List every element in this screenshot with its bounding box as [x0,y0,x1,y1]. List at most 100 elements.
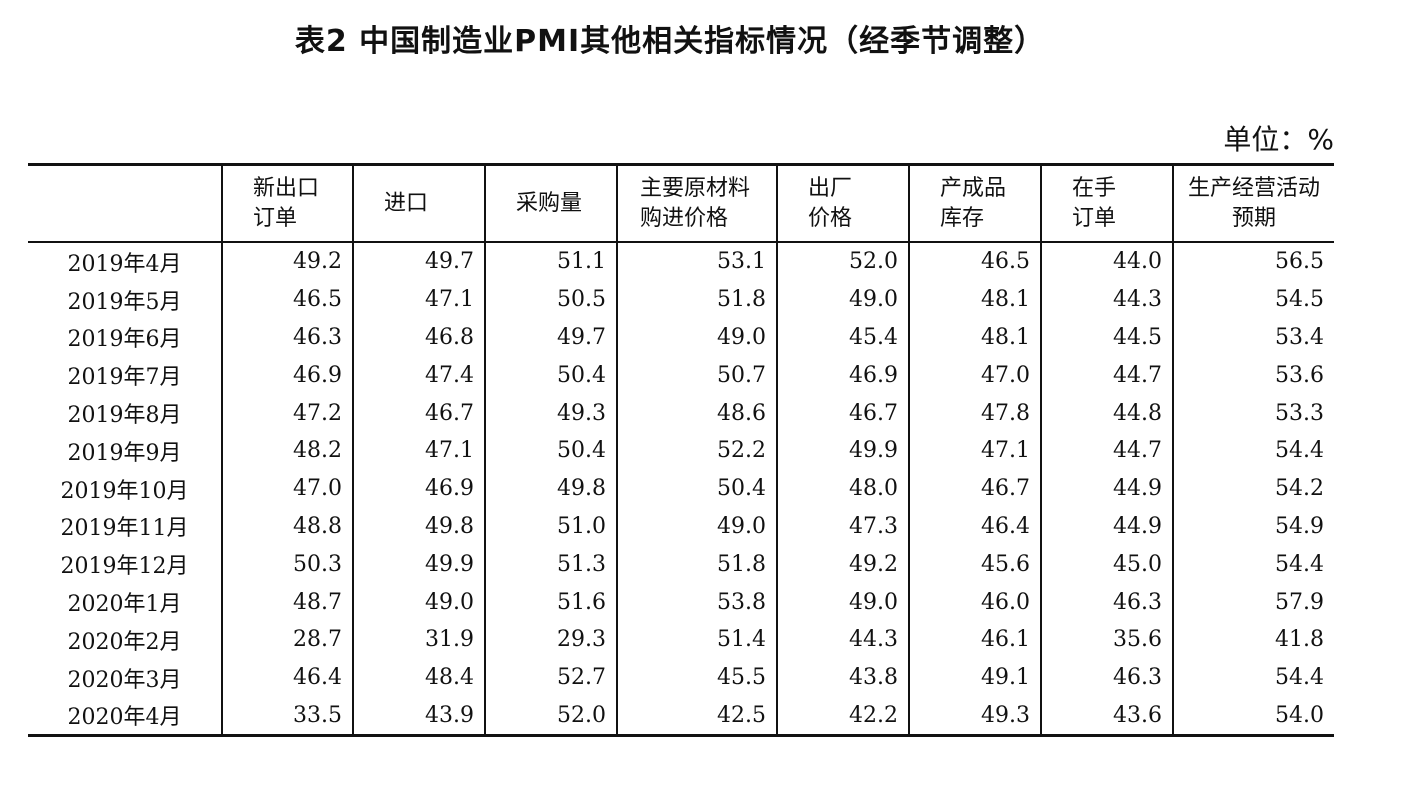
backlog-orders-cell: 44.5 [1040,318,1173,357]
finished-goods-inventory-cell: 46.1 [908,620,1041,659]
backlog-orders-cell: 44.7 [1040,431,1173,470]
backlog-orders-cell: 44.9 [1040,507,1173,546]
imports-cell: 47.4 [352,356,485,395]
new-export-orders-cell: 47.0 [221,469,353,508]
business-expectations-cell: 54.5 [1172,280,1334,319]
output-prices-cell: 52.0 [776,242,909,281]
month-cell: 2019年5月 [67,289,182,315]
business-expectations-cell: 53.6 [1172,356,1334,395]
month-cell: 2019年6月 [67,327,182,353]
table-row: 2019年11月 48.8 49.8 51.0 49.0 47.3 46.4 44.9 54.9 [28,507,1334,546]
new-export-orders-cell: 33.5 [221,696,353,736]
new-export-orders-cell: 46.9 [221,356,353,395]
table-row: 2019年9月 48.2 47.1 50.4 52.2 49.9 47.1 44.7 54.4 [28,431,1334,470]
finished-goods-inventory-cell: 45.6 [908,545,1041,584]
finished-goods-inventory-cell: 46.4 [908,507,1041,546]
table-row: 2019年4月 49.2 49.7 51.1 53.1 52.0 46.5 44.0 56.5 [28,242,1334,281]
month-cell: 2019年4月 [67,251,182,277]
purchase-quantity-cell: 49.3 [484,394,617,432]
header-output-prices: 出厂 价格 [776,164,909,243]
backlog-orders-cell: 44.9 [1040,469,1173,508]
month-cell: 2019年9月 [67,440,182,466]
table-row: 2019年5月 46.5 47.1 50.5 51.8 49.0 48.1 44.3 54.5 [28,280,1334,319]
input-prices-cell: 45.5 [616,658,777,697]
backlog-orders-cell: 46.3 [1040,583,1173,621]
month-cell: 2020年3月 [67,667,182,693]
month-cell: 2019年8月 [67,403,182,429]
finished-goods-inventory-cell: 47.0 [908,356,1041,395]
imports-cell: 46.8 [352,318,485,357]
purchase-quantity-cell: 50.5 [484,280,617,319]
new-export-orders-cell: 28.7 [221,620,353,659]
backlog-orders-cell: 44.0 [1040,242,1173,281]
business-expectations-cell: 57.9 [1172,583,1334,621]
output-prices-cell: 49.0 [776,583,909,621]
month-cell: 2019年10月 [60,478,189,504]
header-backlog-orders: 在手 订单 [1040,164,1173,243]
table-header-row: 新出口 订单 进口 采购量 主要原材料 购进价格 出厂 价格 产成品 库存 在手… [28,164,1334,243]
business-expectations-cell: 41.8 [1172,620,1334,659]
table-row: 2020年1月 48.7 49.0 51.6 53.8 49.0 46.0 46.3 57.9 [28,583,1334,621]
input-prices-cell: 50.4 [616,469,777,508]
output-prices-cell: 46.7 [776,394,909,432]
output-prices-cell: 46.9 [776,356,909,395]
finished-goods-inventory-cell: 49.1 [908,658,1041,697]
output-prices-cell: 48.0 [776,469,909,508]
backlog-orders-cell: 44.7 [1040,356,1173,395]
month-cell: 2020年2月 [67,629,182,655]
header-finished-goods-inventory: 产成品 库存 [908,164,1041,243]
purchase-quantity-cell: 51.1 [484,242,617,281]
unit-label: 单位：% [1223,123,1334,156]
purchase-quantity-cell: 51.6 [484,583,617,621]
imports-cell: 46.7 [352,394,485,432]
backlog-orders-cell: 46.3 [1040,658,1173,697]
month-cell: 2020年1月 [67,592,182,618]
month-cell: 2019年7月 [67,365,182,391]
input-prices-cell: 48.6 [616,394,777,432]
table-body: 2019年4月 49.2 49.7 51.1 53.1 52.0 46.5 44.0 56.5 2… [28,242,1334,736]
new-export-orders-cell: 48.7 [221,583,353,621]
purchase-quantity-cell: 50.4 [484,356,617,395]
table-row: 2019年7月 46.9 47.4 50.4 50.7 46.9 47.0 44.7 53.6 [28,356,1334,395]
output-prices-cell: 49.0 [776,280,909,319]
backlog-orders-cell: 43.6 [1040,696,1173,736]
business-expectations-cell: 54.9 [1172,507,1334,546]
purchase-quantity-cell: 50.4 [484,431,617,470]
finished-goods-inventory-cell: 46.0 [908,583,1041,621]
business-expectations-cell: 56.5 [1172,242,1334,281]
new-export-orders-cell: 47.2 [221,394,353,432]
input-prices-cell: 53.8 [616,583,777,621]
imports-cell: 49.0 [352,583,485,621]
business-expectations-cell: 53.3 [1172,394,1334,432]
input-prices-cell: 50.7 [616,356,777,395]
table-row: 2019年6月 46.3 46.8 49.7 49.0 45.4 48.1 44.5 53.4 [28,318,1334,357]
purchase-quantity-cell: 29.3 [484,620,617,659]
finished-goods-inventory-cell: 48.1 [908,280,1041,319]
input-prices-cell: 49.0 [616,507,777,546]
pmi-indicators-table: 新出口 订单 进口 采购量 主要原材料 购进价格 出厂 价格 产成品 库存 在手… [28,163,1334,738]
business-expectations-cell: 54.4 [1172,431,1334,470]
input-prices-cell: 52.2 [616,431,777,470]
business-expectations-cell: 53.4 [1172,318,1334,357]
finished-goods-inventory-cell: 47.8 [908,394,1041,432]
backlog-orders-cell: 44.3 [1040,280,1173,319]
output-prices-cell: 45.4 [776,318,909,357]
output-prices-cell: 49.2 [776,545,909,584]
new-export-orders-cell: 49.2 [221,242,353,281]
new-export-orders-cell: 48.8 [221,507,353,546]
purchase-quantity-cell: 52.7 [484,658,617,697]
month-cell: 2019年11月 [60,516,189,542]
header-imports: 进口 [352,164,485,243]
input-prices-cell: 51.8 [616,545,777,584]
imports-cell: 49.9 [352,545,485,584]
header-business-expectations: 生产经营活动 预期 [1172,164,1334,243]
finished-goods-inventory-cell: 47.1 [908,431,1041,470]
header-purchase-quantity: 采购量 [484,164,617,243]
table-row: 2020年2月 28.7 31.9 29.3 51.4 44.3 46.1 35.6 41.8 [28,620,1334,659]
purchase-quantity-cell: 52.0 [484,696,617,736]
input-prices-cell: 53.1 [616,242,777,281]
business-expectations-cell: 54.4 [1172,658,1334,697]
new-export-orders-cell: 48.2 [221,431,353,470]
backlog-orders-cell: 44.8 [1040,394,1173,432]
new-export-orders-cell: 46.3 [221,318,353,357]
